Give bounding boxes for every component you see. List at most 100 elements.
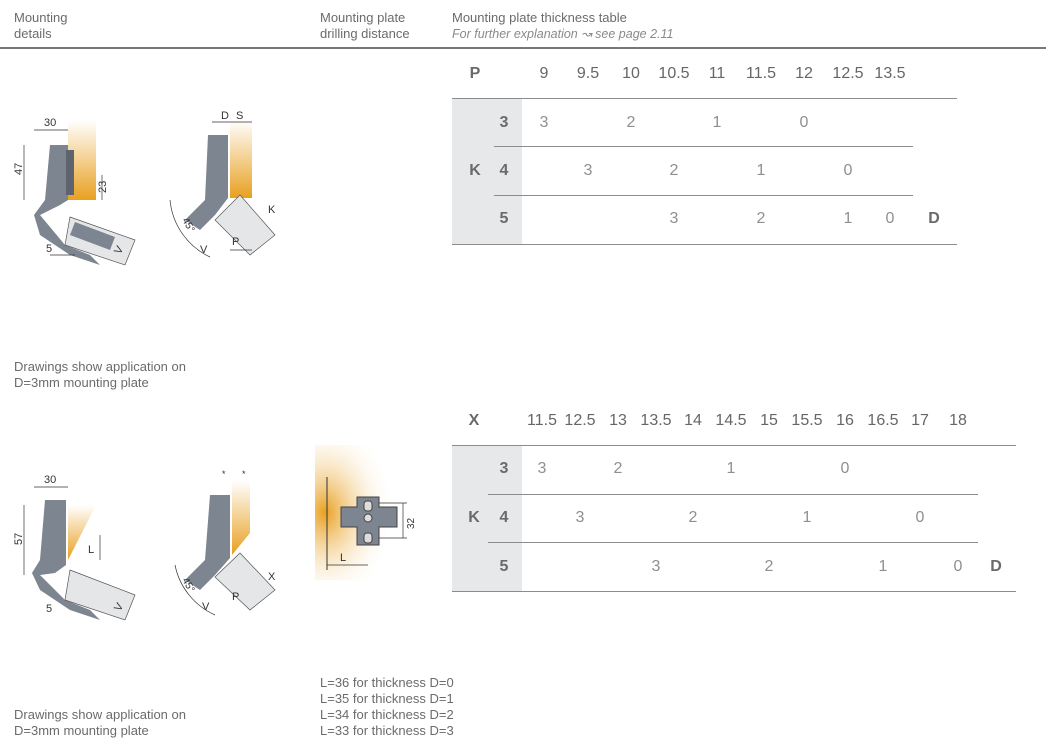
table-cell: 0 [843,162,853,179]
table-cell: 3 [539,114,549,131]
note-text: L=33 for thickness D=3 [320,723,454,738]
column-header: 9 [539,65,549,82]
row-separator [494,146,913,147]
note-text: L=35 for thickness D=1 [320,691,454,706]
note-text: D=3mm mounting plate [14,375,149,390]
table-cell: 3 [583,162,593,179]
dim-label: D [221,110,229,122]
table-cell: 1 [726,460,736,477]
row-k-label: 4 [499,162,509,179]
column-header: 11.5 [527,412,557,429]
row-separator [494,195,913,196]
table-cell: 1 [712,114,722,131]
column-header: 17 [911,412,929,429]
plate-l-notes: L=36 for thickness D=0 L=35 for thicknes… [320,675,454,739]
table-cell: 1 [878,558,888,575]
dim-label: 5 [46,603,52,615]
column-header: 18 [949,412,967,429]
column-header: 10.5 [658,65,690,82]
note-text: Drawings show application on [14,707,186,722]
header-text: Mounting plate [320,10,406,25]
column-header: 10 [622,65,640,82]
table-bottom-rule [452,244,957,245]
dim-label: 5 [46,243,52,255]
row-group-label: K [469,162,481,179]
table-cell: 2 [764,558,774,575]
header-thickness-table: Mounting plate thickness table For furth… [452,10,674,42]
table-cell: 3 [537,460,547,477]
hinge-drawing-left: 30 57 L 5 V [13,474,136,621]
dim-label: V [202,601,210,613]
table-bottom-rule [452,591,1016,592]
note-bottom: Drawings show application on D=3mm mount… [14,707,186,739]
column-header: 13.5 [640,412,672,429]
dim-label: K [268,204,276,216]
dim-label: P [232,236,239,248]
dim-label: * [242,469,246,479]
table-cell: 3 [575,509,585,526]
row-k-label: 3 [499,114,509,131]
table-cell: 2 [613,460,623,477]
table-cell: 2 [756,210,766,227]
column-header: 15.5 [791,412,823,429]
header-text: details [14,26,52,41]
table-cell: 3 [651,558,661,575]
note-text: L=34 for thickness D=2 [320,707,454,722]
table-top-rule [452,98,957,99]
page-reference-link[interactable]: For further explanation ↝ see page 2.11 [452,27,674,41]
row-k-label: 5 [499,558,509,575]
column-header: 9.5 [576,65,600,82]
dim-label: 30 [44,474,56,486]
note-text: D=3mm mounting plate [14,723,149,738]
column-header: 11.5 [746,65,776,82]
column-header: 14.5 [715,412,747,429]
column-header: 13 [609,412,627,429]
row-group-label: K [468,509,480,526]
dim-label: 23 [97,181,109,193]
note-top: Drawings show application on D=3mm mount… [14,359,186,391]
row-label-column [452,445,522,591]
table-top-rule [452,445,1016,446]
dim-label: L [88,544,94,556]
header-text: drilling distance [320,26,410,41]
row-label-column [452,98,522,244]
table-cell: 0 [915,509,925,526]
row-k-label: 3 [499,460,509,477]
axis-label: P [469,65,481,82]
column-header: 13.5 [874,65,906,82]
result-label: D [990,558,1002,575]
axis-label: X [468,412,480,429]
table-cell: 1 [802,509,812,526]
mounting-plate-drawing: L 32 [315,445,415,580]
dim-label: X [268,571,276,583]
column-header: 14 [684,412,702,429]
table-cell: 2 [669,162,679,179]
column-header: 16 [836,412,854,429]
table-cell: 3 [669,210,679,227]
mounting-drawing-top: 30 47 23 5 V D S K P V 45° [13,110,276,266]
table-cell: 1 [756,162,766,179]
header-divider [0,47,1046,49]
row-separator [488,542,978,543]
column-header: 16.5 [867,412,899,429]
hinge-drawing-right: * * X P V 45° [174,469,276,616]
dim-label: S [236,110,243,122]
header-text: Mounting [14,10,68,25]
table-cell: 0 [885,210,895,227]
row-k-label: 5 [499,210,509,227]
mounting-drawing-bottom: 30 57 L 5 V * * X P V 45° [13,469,276,621]
dim-label: 30 [44,117,56,129]
hinge-drawing-right: D S K P V 45° [169,110,276,258]
column-header: 15 [760,412,778,429]
header-mounting-details: Mounting details [14,10,67,42]
dim-label: * [222,469,226,479]
table-cell: 2 [688,509,698,526]
note-text: L=36 for thickness D=0 [320,675,454,690]
dim-label: V [200,244,208,256]
column-header: 12.5 [832,65,864,82]
table-cell: 0 [953,558,963,575]
dim-label: L [340,552,346,564]
table-cell: 1 [843,210,853,227]
dim-label: 57 [13,533,25,545]
